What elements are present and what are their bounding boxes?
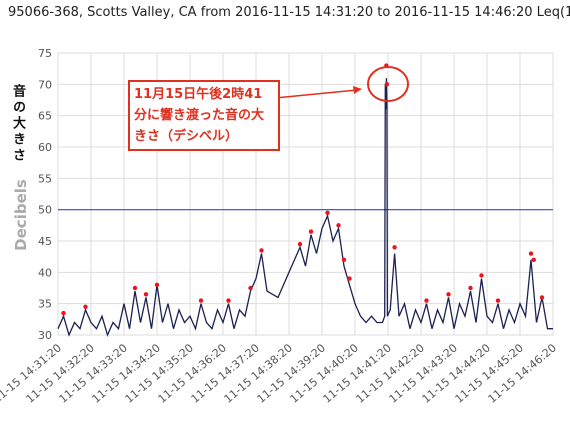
peak-point	[154, 282, 160, 288]
peak-point	[528, 251, 534, 256]
peak-point	[446, 292, 451, 297]
annotation-line: 11月15日午後2時41	[134, 87, 263, 102]
y-axis-label: Decibels	[12, 179, 30, 251]
annotation-line: 分に響き渡った音の大	[134, 108, 265, 123]
peak-point	[347, 276, 352, 281]
peak-point	[132, 285, 138, 291]
y-tick-label: 70	[38, 78, 52, 91]
annotation: 11月15日午後2時41 分に響き渡った音の大 きさ（デシベル）	[128, 80, 280, 151]
data-line	[57, 78, 553, 337]
y-tick-label: 75	[38, 47, 52, 60]
peak-point	[61, 310, 66, 316]
peak-point	[336, 223, 341, 228]
peak-point	[479, 273, 484, 278]
arrow-head	[353, 86, 362, 94]
peak-point	[531, 257, 536, 262]
peak-point	[143, 292, 149, 297]
highlight-circle	[367, 66, 409, 102]
peak-point	[308, 229, 314, 234]
peak-point	[83, 304, 88, 309]
y-tick-label: 30	[38, 329, 52, 342]
peak-point	[341, 257, 347, 262]
side-label: 音の大きさ	[10, 84, 25, 164]
y-tick-label: 35	[38, 298, 52, 311]
y-tick-label: 60	[38, 141, 52, 154]
peak-point	[392, 245, 397, 250]
y-tick-label: 55	[38, 172, 52, 185]
annotation-line: きさ（デシベル）	[134, 129, 239, 144]
peak-point	[259, 248, 264, 253]
peak-point	[198, 298, 204, 303]
peak-point	[424, 298, 429, 303]
arrow-line	[274, 89, 358, 99]
peak-point	[226, 298, 231, 303]
peak-point	[468, 285, 473, 291]
peak-point	[248, 285, 253, 291]
y-tick-label: 45	[38, 235, 52, 248]
chart-title: 95066-368, Scotts Valley, CA from 2016-1…	[8, 5, 570, 20]
y-tick-label: 65	[38, 110, 52, 123]
peak-point	[325, 210, 330, 215]
y-tick-label: 50	[38, 204, 52, 217]
peak-point	[539, 295, 545, 300]
peak-point	[495, 298, 501, 303]
y-tick-label: 40	[38, 266, 52, 279]
peak-point	[297, 241, 303, 247]
peak-point	[384, 82, 390, 87]
